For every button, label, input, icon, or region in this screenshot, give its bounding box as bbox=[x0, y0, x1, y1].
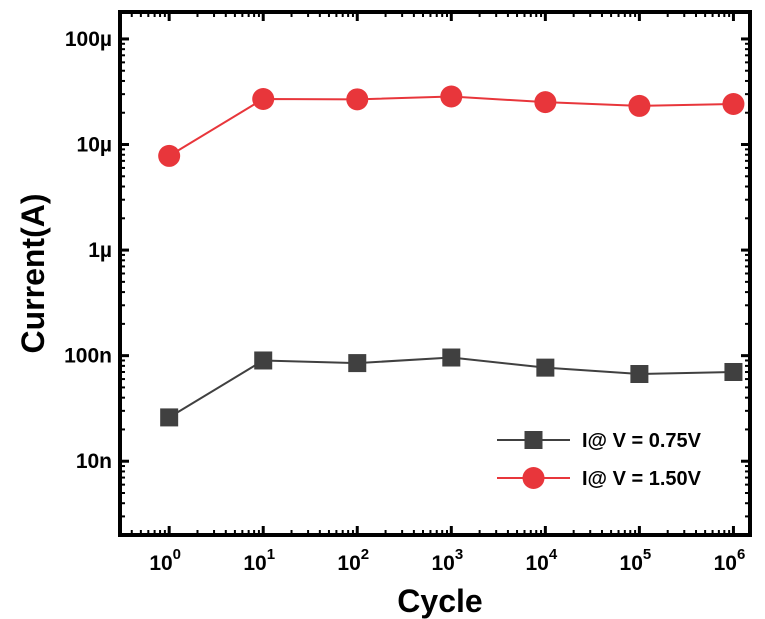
y-tick-label: 100µ bbox=[65, 28, 112, 51]
y-tick-label: 10n bbox=[76, 450, 112, 473]
y-tick-label: 1µ bbox=[88, 239, 112, 262]
x-tick-label: 106 bbox=[714, 546, 746, 575]
data-point-square bbox=[536, 358, 555, 377]
y-tick-label: 100n bbox=[64, 345, 112, 368]
data-point-circle bbox=[628, 94, 651, 117]
x-tick-label: 105 bbox=[620, 546, 652, 575]
plot-frame bbox=[118, 10, 752, 537]
data-point-circle bbox=[534, 91, 557, 114]
data-point-circle bbox=[722, 92, 745, 115]
x-tick-label: 101 bbox=[243, 546, 275, 575]
data-point-square bbox=[630, 365, 649, 384]
x-axis-title: Cycle bbox=[397, 583, 482, 619]
data-point-square bbox=[724, 362, 743, 381]
x-tick-label: 102 bbox=[337, 546, 369, 575]
y-tick-label: 10µ bbox=[77, 134, 112, 157]
x-tick-label: 100 bbox=[149, 546, 181, 575]
data-point-circle bbox=[158, 144, 181, 167]
data-point-square bbox=[348, 354, 367, 373]
data-point-square bbox=[160, 408, 179, 427]
data-point-square bbox=[442, 348, 461, 367]
data-point-circle bbox=[440, 85, 463, 108]
x-tick-label: 104 bbox=[525, 546, 557, 575]
legend-label-2: I@ V = 1.50V bbox=[582, 468, 702, 490]
data-point-circle bbox=[346, 88, 369, 111]
data-point-circle bbox=[252, 87, 275, 110]
legend-label-1: I@ V = 0.75V bbox=[582, 430, 702, 452]
x-tick-label: 103 bbox=[431, 546, 463, 575]
data-point-square bbox=[254, 351, 273, 370]
legend-marker-circle bbox=[522, 467, 545, 489]
y-axis-title: Current(A) bbox=[15, 194, 51, 354]
legend-marker-square bbox=[524, 431, 543, 449]
